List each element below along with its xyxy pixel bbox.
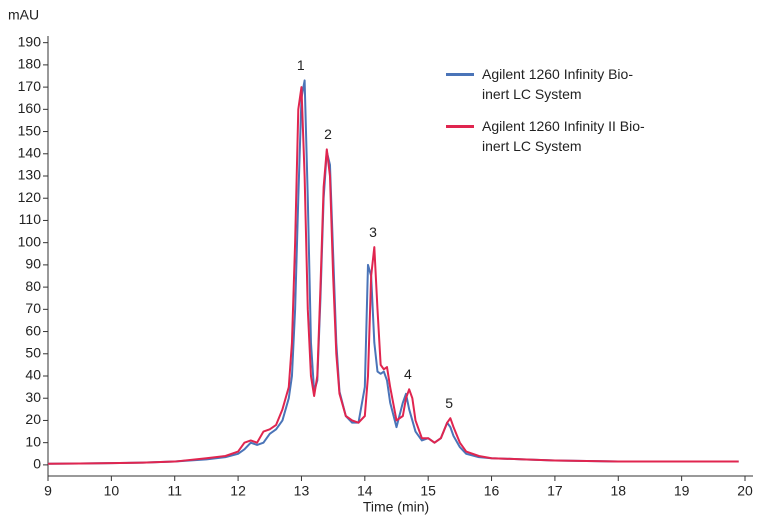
x-tick-label: 10: [104, 483, 120, 499]
y-tick-label: 50: [25, 344, 41, 360]
y-tick-label: 90: [25, 256, 41, 272]
legend-swatch: [446, 125, 474, 128]
x-tick-label: 11: [167, 483, 182, 499]
x-tick-label: 14: [357, 483, 373, 499]
series-line: [47, 86, 739, 465]
peak-label: 1: [297, 57, 305, 73]
y-tick-label: 80: [25, 278, 41, 294]
legend-swatch: [446, 73, 474, 76]
legend: Agilent 1260 Infinity Bio-inert LC Syste…: [446, 64, 657, 168]
legend-item: Agilent 1260 Infinity Bio-inert LC Syste…: [446, 64, 657, 104]
legend-label: Agilent 1260 Infinity II Bio-inert LC Sy…: [482, 118, 645, 154]
peak-label: 5: [445, 395, 453, 411]
y-tick-label: 10: [25, 433, 41, 449]
x-tick-label: 17: [547, 483, 563, 499]
peak-label: 2: [324, 126, 332, 142]
y-tick-label: 160: [18, 100, 42, 116]
y-tick-label: 0: [33, 456, 41, 472]
y-tick-label: 20: [25, 411, 41, 427]
x-tick-label: 12: [230, 483, 246, 499]
x-tick-label: 20: [737, 483, 753, 499]
y-tick-label: 120: [18, 189, 42, 205]
peak-label: 4: [404, 366, 412, 382]
y-tick-label: 40: [25, 367, 41, 383]
x-tick-label: 18: [610, 483, 626, 499]
y-tick-label: 150: [18, 122, 42, 138]
y-tick-label: 130: [18, 167, 42, 183]
y-tick-label: 170: [18, 78, 42, 94]
y-tick-label: 140: [18, 144, 42, 160]
y-tick-label: 70: [25, 300, 41, 316]
x-tick-label: 13: [294, 483, 310, 499]
peak-label: 3: [369, 224, 377, 240]
x-axis-label: Time (min): [363, 499, 429, 515]
x-tick-label: 19: [674, 483, 690, 499]
y-tick-label: 110: [19, 211, 42, 227]
legend-item: Agilent 1260 Infinity II Bio-inert LC Sy…: [446, 116, 657, 156]
y-tick-label: 180: [18, 56, 42, 72]
x-tick-label: 16: [484, 483, 500, 499]
y-tick-label: 190: [18, 33, 42, 49]
x-tick-label: 15: [420, 483, 436, 499]
x-tick-label: 9: [44, 483, 52, 499]
legend-label: Agilent 1260 Infinity Bio-inert LC Syste…: [482, 66, 633, 102]
y-unit-title: mAU: [8, 7, 39, 23]
y-tick-label: 60: [25, 322, 41, 338]
y-tick-label: 100: [18, 233, 42, 249]
y-tick-label: 30: [25, 389, 41, 405]
